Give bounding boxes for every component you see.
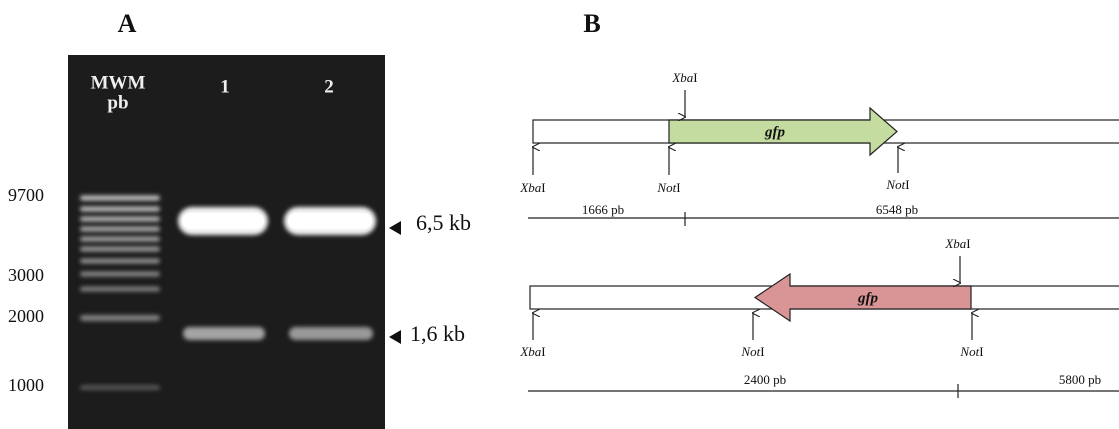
size-marker: 3000 [8, 265, 44, 285]
gel-band [80, 217, 160, 222]
site-label: NotI [656, 180, 680, 195]
pointer [389, 221, 401, 235]
lane-label: MWM [91, 72, 146, 93]
gel-band [80, 315, 160, 321]
gel-band [80, 237, 160, 242]
site-label: NotI [885, 177, 909, 192]
gene-label: gfp [764, 124, 785, 140]
lane-label: 2 [324, 76, 334, 97]
fragment-size: 6548 pb [876, 202, 918, 217]
fragment-size: 1666 pb [582, 202, 624, 217]
site-label: XbaI [944, 236, 970, 251]
gel-band [80, 259, 160, 264]
lane-label: 1 [220, 76, 230, 97]
gel-band [80, 272, 160, 277]
site-label: NotI [740, 344, 764, 359]
gel-band [80, 227, 160, 232]
site-label: XbaI [519, 344, 545, 359]
gel-band [80, 207, 160, 212]
site-label: XbaI [519, 180, 545, 195]
figure: A MWM pb 1 2 9700 3000 2000 1000 6,5 kb … [0, 0, 1119, 429]
size-marker: 2000 [8, 306, 44, 326]
size-marker: 9700 [8, 185, 44, 205]
gel-band [80, 247, 160, 252]
panel-label: B [583, 9, 600, 38]
gel-band [289, 327, 373, 340]
panel-label: A [118, 9, 137, 38]
gel-band [80, 196, 160, 201]
gene-label: gfp [857, 290, 878, 306]
gel-band [80, 385, 160, 390]
band-label: 6,5 kb [416, 210, 471, 235]
pointer [389, 330, 401, 344]
gel-band [182, 213, 264, 229]
fragment-size: 2400 pb [744, 372, 786, 387]
site-label: XbaI [671, 70, 697, 85]
gel-band [183, 327, 265, 340]
site-label: NotI [959, 344, 983, 359]
band-label: 1,6 kb [410, 321, 465, 346]
size-marker: 1000 [8, 375, 44, 395]
fragment-size: 5800 pb [1059, 372, 1101, 387]
gel-band [80, 287, 160, 292]
gel-band [288, 213, 372, 229]
lane-label: pb [107, 92, 128, 113]
